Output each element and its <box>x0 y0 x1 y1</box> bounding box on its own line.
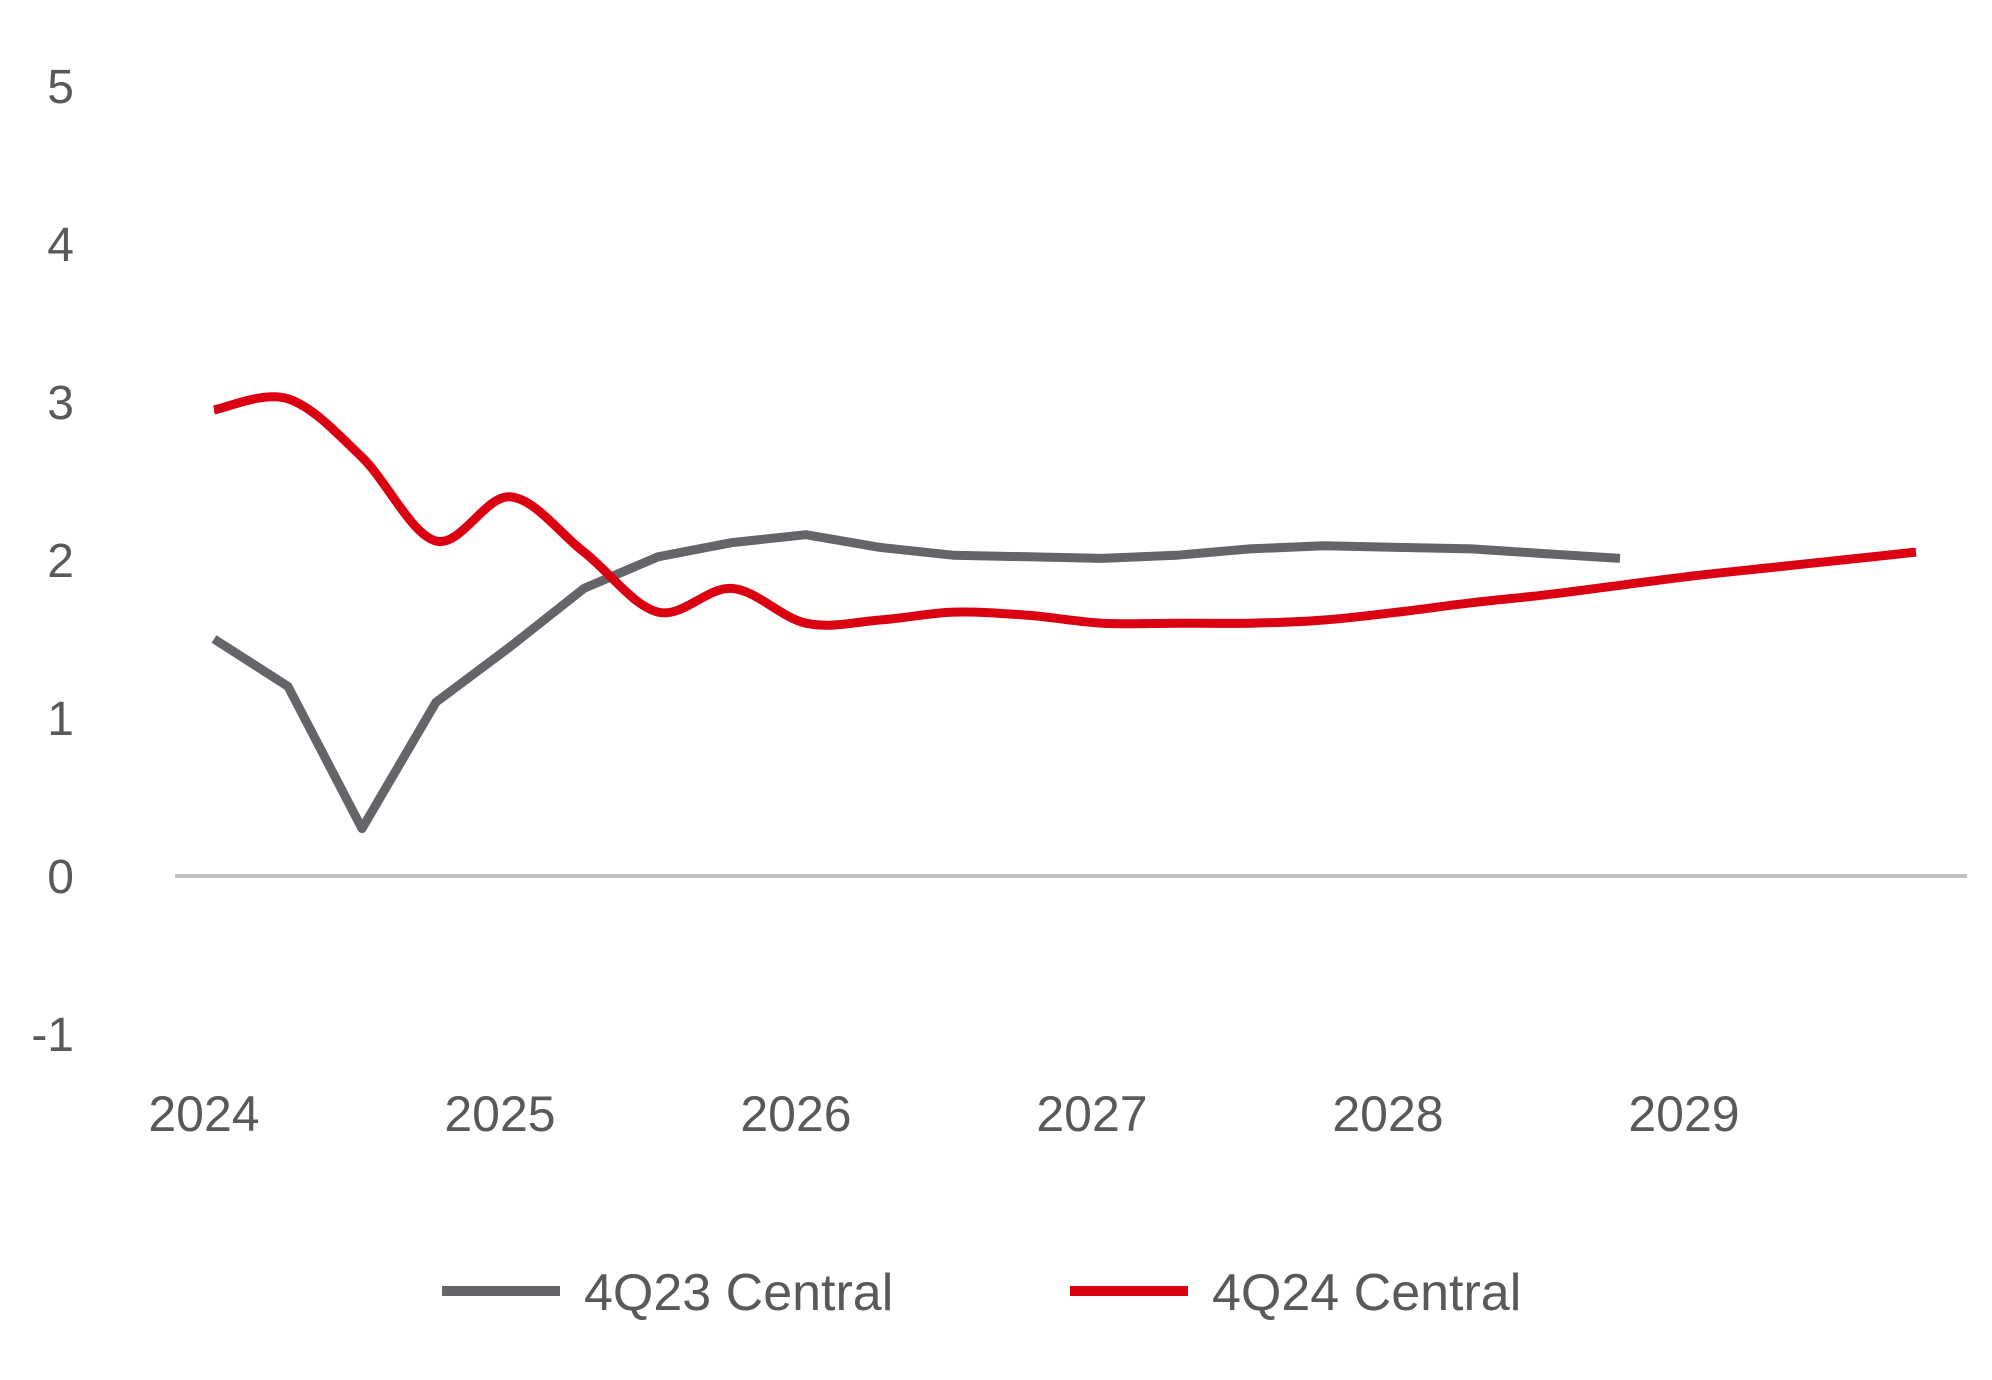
y-tick-label: -1 <box>31 1009 74 1062</box>
x-tick-label: 2025 <box>444 1086 555 1142</box>
legend-label: 4Q23 Central <box>584 1264 893 1322</box>
x-tick-label: 2028 <box>1332 1086 1443 1142</box>
legend: 4Q23 Central 4Q24 Central <box>442 1264 1521 1322</box>
y-tick-label: 5 <box>47 61 74 114</box>
x-tick-label: 2027 <box>1036 1086 1147 1142</box>
x-tick-label: 2029 <box>1628 1086 1739 1142</box>
x-tick-label: 2024 <box>148 1086 259 1142</box>
y-tick-label: 2 <box>47 535 74 588</box>
y-tick-label: 3 <box>47 377 74 430</box>
series-line-4q23-central <box>211 530 1621 834</box>
y-tick-label: 0 <box>47 851 74 904</box>
series-layer <box>211 392 1917 834</box>
y-tick-label: 4 <box>47 219 74 272</box>
series-line-4q24-central <box>213 392 1917 630</box>
y-axis: -1 0 1 2 3 4 5 <box>31 61 74 1062</box>
y-tick-label: 1 <box>47 693 74 746</box>
legend-label: 4Q24 Central <box>1212 1264 1521 1322</box>
x-axis: 2024 2025 2026 2027 2028 2029 <box>148 1086 1739 1142</box>
x-tick-label: 2026 <box>740 1086 851 1142</box>
